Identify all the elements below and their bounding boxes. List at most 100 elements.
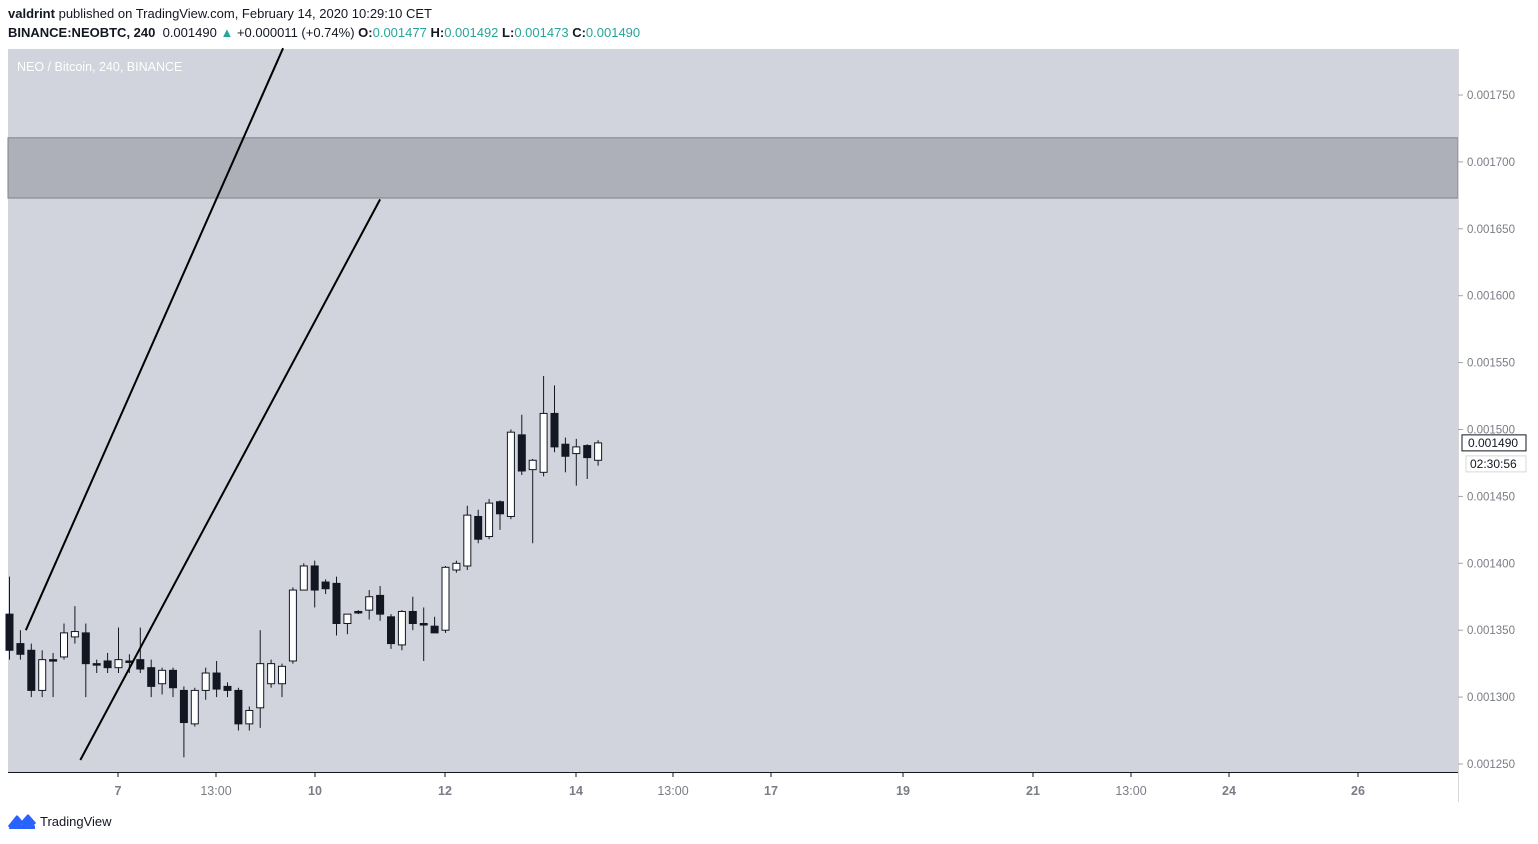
candle-down[interactable] [179,689,188,724]
last-price-tag: 0.001490 [1461,434,1527,452]
time-tick-label: 7 [115,784,122,798]
candle-down[interactable] [387,616,395,645]
time-tick-label: 21 [1026,784,1040,798]
candle-up[interactable] [539,412,548,473]
candle-up[interactable] [70,631,79,638]
candle-down[interactable] [5,613,14,651]
candle-up[interactable] [201,672,210,691]
candle-down[interactable] [408,610,417,625]
price-tick-label: 0.001650 [1467,224,1515,236]
candle-up[interactable] [441,566,450,631]
candle-up[interactable] [60,632,68,658]
publisher-username[interactable]: valdrint [8,6,55,21]
price-tick-label: 0.001400 [1467,558,1515,570]
candle-down[interactable] [474,515,483,540]
price-tick-label: 0.001350 [1467,625,1515,637]
high-value: 0.001492 [444,25,499,40]
candle-up[interactable] [594,442,603,461]
candle-down[interactable] [136,659,145,670]
candle-up[interactable] [190,689,199,725]
candle-down[interactable] [332,582,341,625]
candle-down[interactable] [430,625,439,634]
time-tick-label: 10 [308,784,322,798]
candle-up[interactable] [288,589,297,662]
price-tick-label: 0.001700 [1467,157,1515,169]
candle-up[interactable] [397,610,406,646]
candle-down[interactable] [550,412,559,448]
candle-down[interactable] [321,581,330,590]
candle-down[interactable] [212,672,221,690]
low-value: 0.001473 [514,25,569,40]
change-arrow-icon: ▲ [220,25,234,40]
countdown-text: 02:30:56 [1470,457,1517,471]
price-tick-label: 0.001450 [1467,491,1515,503]
candle-up[interactable] [114,659,123,669]
candle-down[interactable] [234,689,243,725]
candle-down[interactable] [583,445,592,459]
candle-up[interactable] [452,562,461,571]
time-tick-label: 13:00 [200,784,231,798]
candle-down[interactable] [223,685,232,691]
price-change: +0.000011 (+0.74%) [236,25,355,40]
candle-up[interactable] [245,709,254,725]
candle-up[interactable] [463,514,472,567]
candle-down[interactable] [310,565,319,591]
tradingview-brand[interactable]: TradingView [8,813,112,829]
time-tick-label: 17 [764,784,778,798]
candle-up[interactable] [299,565,308,591]
last-price-tag-text: 0.001490 [1468,436,1518,450]
candle-up[interactable] [38,659,47,691]
price-axis[interactable] [1458,49,1538,772]
candle-down[interactable] [561,443,570,457]
candle-down[interactable] [81,632,90,665]
candle-up[interactable] [278,665,286,685]
price-tick-label: 0.001550 [1467,358,1515,370]
price-tick-label: 0.001250 [1467,759,1515,771]
candle-up[interactable] [158,669,167,685]
candle-up[interactable] [256,663,265,709]
candle-down[interactable] [92,663,101,666]
channel-upper-line[interactable] [24,47,285,631]
open-label: O: [358,25,373,40]
candle-down[interactable] [376,594,385,615]
publisher-text: published on TradingView.com, February 1… [58,6,432,21]
candle-down[interactable] [16,643,25,655]
publish-info: valdrint published on TradingView.com, F… [8,6,432,21]
candle-up[interactable] [485,502,494,538]
close-value: 0.001490 [585,25,641,40]
candle-down[interactable] [147,667,156,687]
price-tick-label: 0.001500 [1467,425,1515,437]
close-label: C: [572,25,586,40]
time-tick-label: 24 [1222,784,1236,798]
candle-up[interactable] [343,613,352,625]
resistance-zone[interactable] [7,137,1459,199]
low-label: L: [502,25,515,40]
time-tick-label: 13:00 [657,784,688,798]
candle-up[interactable] [267,663,276,685]
symbol-name: BINANCE:NEOBTC, 240 [8,25,156,40]
channel-lower-line[interactable] [79,198,381,761]
chart-symbol-label: NEO / Bitcoin, 240, BINANCE [17,60,182,74]
candle-down[interactable] [354,610,363,614]
candle-down[interactable] [419,623,428,626]
open-value: 0.001477 [372,25,427,40]
candle-down[interactable] [517,434,526,472]
last-price: 0.001490 [162,25,217,40]
candle-up[interactable] [506,431,515,517]
brand-name: TradingView [40,813,112,829]
candle-down[interactable] [103,660,112,669]
candle-down[interactable] [49,659,58,662]
candles-group [5,375,603,758]
time-tick-label: 19 [896,784,910,798]
time-tick-label: 13:00 [1115,784,1146,798]
candle-up[interactable] [528,459,537,471]
candle-up[interactable] [572,446,581,455]
candle-down[interactable] [169,669,177,689]
time-axis[interactable] [8,772,1458,802]
price-axis-ticks: 0.001250 0.001300 0.001350 0.001400 0.001450… [1458,90,1515,771]
candle-down[interactable] [27,649,36,691]
candle-up[interactable] [365,596,374,611]
candle-down[interactable] [496,501,504,515]
price-tick-label: 0.001300 [1467,692,1515,704]
